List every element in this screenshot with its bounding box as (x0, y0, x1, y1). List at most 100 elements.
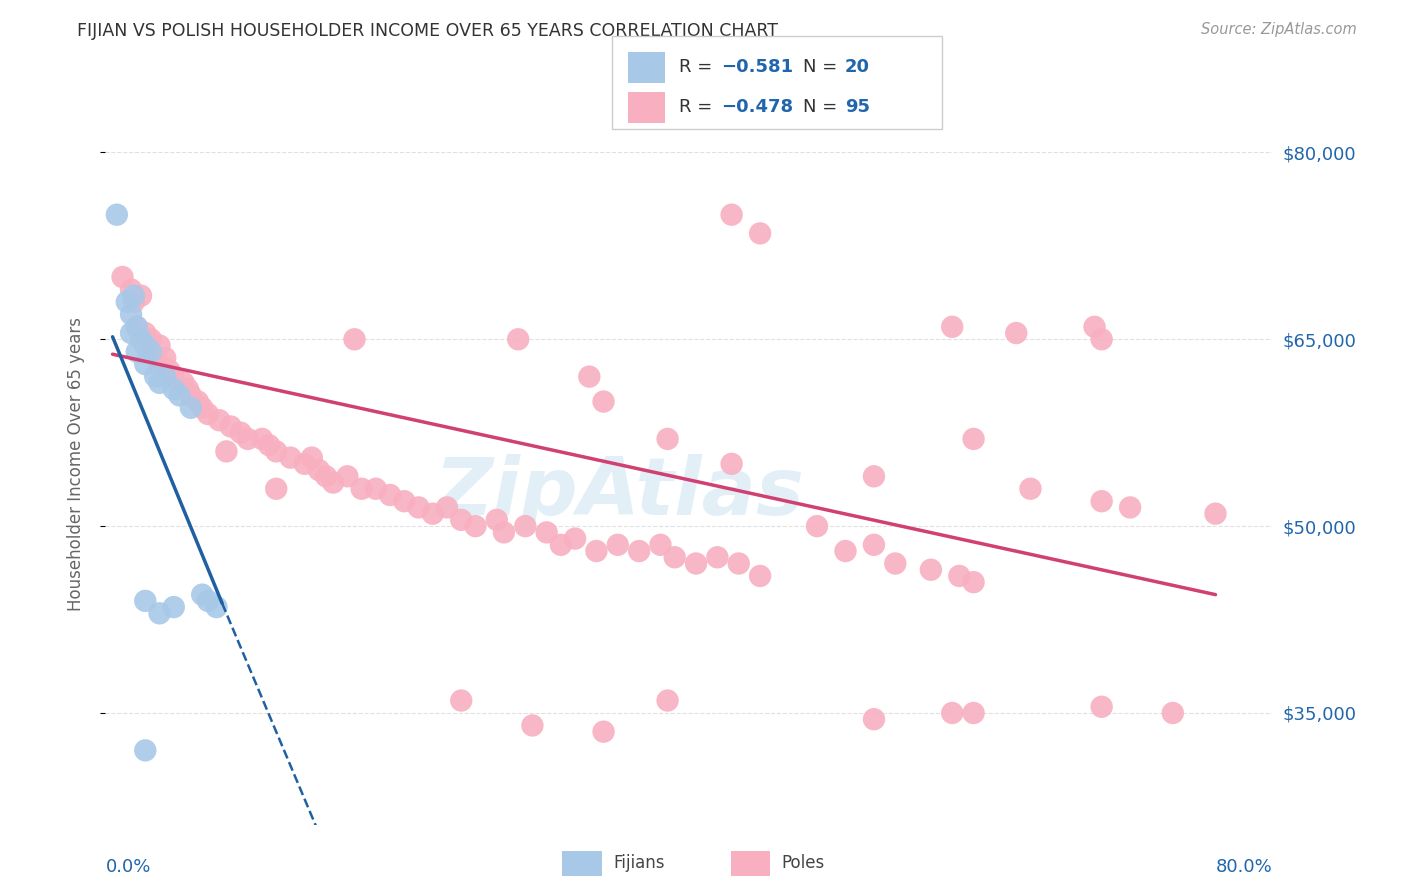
Point (578, 369, 600, 384)
Point (628, 544, 651, 558)
Point (301, 450, 323, 465)
Point (215, 444, 238, 458)
Point (134, 594, 156, 608)
Point (941, 706, 963, 720)
Point (191, 588, 214, 602)
Point (657, 432, 679, 446)
Point (134, 357, 156, 371)
Point (1091, 332, 1114, 346)
Point (394, 494, 416, 508)
Point (280, 450, 302, 465)
Point (450, 693, 472, 707)
Point (177, 382, 200, 396)
Point (948, 569, 970, 583)
Point (592, 724, 614, 739)
Point (920, 563, 942, 577)
Text: N =: N = (803, 58, 842, 77)
Point (229, 425, 252, 440)
Point (962, 432, 984, 446)
Point (343, 332, 366, 346)
Point (536, 525, 558, 540)
Point (169, 388, 191, 402)
Point (163, 382, 186, 396)
Point (264, 482, 287, 496)
Point (806, 519, 828, 533)
Point (1161, 706, 1184, 720)
Point (727, 557, 749, 571)
Point (134, 326, 156, 340)
Point (187, 394, 209, 409)
Point (1119, 500, 1142, 515)
Point (685, 557, 707, 571)
Point (1083, 319, 1105, 334)
Text: 0.0%: 0.0% (105, 857, 150, 876)
Point (139, 332, 162, 346)
Point (143, 369, 166, 384)
Point (148, 357, 170, 371)
Point (105, 208, 128, 222)
Point (378, 488, 401, 502)
Point (120, 307, 142, 321)
Point (315, 469, 337, 483)
Point (650, 538, 672, 552)
Point (257, 438, 280, 452)
Point (834, 544, 856, 558)
Point (180, 401, 202, 415)
Point (236, 432, 259, 446)
Point (308, 463, 330, 477)
Point (485, 513, 508, 527)
Point (706, 550, 728, 565)
Point (464, 519, 486, 533)
Point (173, 376, 195, 390)
Point (125, 319, 148, 334)
Point (159, 363, 181, 377)
Point (208, 413, 231, 427)
Point (219, 419, 242, 434)
Point (749, 569, 772, 583)
Point (129, 332, 152, 346)
Point (884, 557, 907, 571)
Point (336, 469, 359, 483)
Point (122, 288, 145, 302)
Point (139, 344, 162, 359)
Point (197, 594, 219, 608)
Point (436, 500, 458, 515)
Point (122, 294, 145, 309)
Text: N =: N = (803, 98, 842, 117)
Text: Fijians: Fijians (613, 855, 665, 872)
Point (294, 457, 316, 471)
Point (134, 338, 156, 352)
Point (350, 482, 373, 496)
Point (720, 457, 742, 471)
Point (1019, 482, 1042, 496)
Point (1091, 494, 1114, 508)
Point (749, 227, 772, 241)
Point (515, 519, 537, 533)
Point (508, 332, 530, 346)
Point (550, 538, 572, 552)
Point (1205, 507, 1227, 521)
Point (264, 444, 287, 458)
Point (155, 369, 177, 384)
Point (125, 319, 148, 334)
Point (134, 743, 156, 757)
Point (129, 288, 152, 302)
Point (657, 693, 679, 707)
Point (364, 482, 387, 496)
Text: FIJIAN VS POLISH HOUSEHOLDER INCOME OVER 65 YEARS CORRELATION CHART: FIJIAN VS POLISH HOUSEHOLDER INCOME OVER… (77, 22, 779, 40)
Text: −0.581: −0.581 (721, 58, 793, 77)
Point (125, 344, 148, 359)
Text: 80.0%: 80.0% (1216, 857, 1272, 876)
Text: −0.478: −0.478 (721, 98, 793, 117)
Point (863, 538, 886, 552)
Text: 95: 95 (845, 98, 870, 117)
Text: R =: R = (679, 98, 718, 117)
Point (148, 338, 170, 352)
Point (163, 369, 186, 384)
Point (148, 607, 170, 621)
Point (962, 575, 984, 590)
Point (941, 319, 963, 334)
Point (564, 532, 586, 546)
Y-axis label: Householder Income Over 65 years: Householder Income Over 65 years (66, 317, 84, 611)
Point (522, 718, 544, 732)
